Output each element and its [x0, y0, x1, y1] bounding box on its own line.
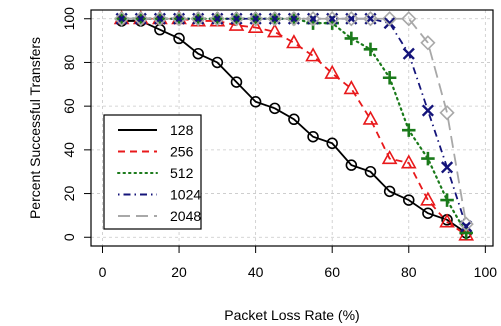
- data-point: [343, 11, 359, 27]
- series-line-256: [121, 17, 467, 236]
- x-tick-label: 100: [474, 264, 498, 280]
- x-tick-label: 20: [171, 264, 187, 280]
- x-tick-label: 80: [401, 264, 417, 280]
- data-point: [249, 96, 262, 108]
- data-point: [133, 11, 149, 27]
- data-point: [383, 185, 396, 198]
- data-point: [458, 216, 474, 232]
- y-tick-label: 100: [61, 7, 77, 31]
- data-point: [192, 47, 204, 60]
- series-markers: [113, 10, 475, 241]
- data-point: [421, 104, 434, 117]
- data-point: [230, 76, 243, 88]
- data-point: [440, 161, 454, 174]
- x-axis-label: Packet Loss Rate (%): [224, 307, 359, 323]
- data-point: [288, 113, 300, 126]
- data-point: [382, 70, 397, 85]
- data-point: [420, 191, 436, 206]
- data-point: [344, 31, 359, 46]
- data-point: [269, 102, 281, 115]
- data-point: [402, 123, 416, 137]
- data-point: [364, 165, 377, 178]
- data-point: [247, 18, 264, 34]
- y-tick-label: 40: [61, 142, 77, 158]
- data-point: [421, 151, 435, 166]
- data-point: [248, 11, 264, 27]
- y-tick-label: 0: [61, 233, 77, 241]
- y-tick-label: 60: [61, 98, 77, 114]
- data-point: [190, 11, 206, 27]
- data-point: [362, 11, 379, 27]
- data-point: [362, 110, 379, 125]
- data-point: [114, 11, 130, 27]
- legend: 128 256 512 1024 2048: [103, 114, 202, 230]
- data-point: [228, 11, 245, 27]
- data-point: [439, 105, 455, 121]
- legend-label: 2048: [170, 208, 201, 224]
- data-point: [324, 64, 341, 79]
- y-tick-label: 20: [61, 186, 77, 202]
- x-tick-label: 0: [99, 264, 107, 280]
- series-markers-128: [115, 15, 472, 239]
- data-point: [439, 213, 455, 228]
- plot-frame: [90, 9, 494, 247]
- data-point: [305, 47, 321, 62]
- data-point: [286, 34, 302, 49]
- legend-label: 256: [170, 144, 194, 160]
- legend-label: 128: [170, 122, 194, 138]
- data-point: [173, 32, 185, 45]
- data-point: [401, 11, 417, 27]
- series-line-128: [121, 20, 467, 234]
- data-point: [460, 220, 473, 233]
- data-point: [459, 226, 473, 240]
- data-point: [209, 11, 225, 27]
- data-point: [383, 17, 396, 30]
- data-point: [171, 11, 187, 27]
- data-point: [402, 47, 415, 60]
- data-point: [211, 56, 224, 69]
- data-point: [307, 130, 319, 143]
- data-point: [228, 16, 245, 31]
- data-point: [286, 11, 302, 27]
- data-point: [363, 42, 378, 57]
- data-point: [267, 11, 283, 27]
- y-tick-label: 80: [61, 54, 77, 70]
- data-point: [345, 159, 358, 171]
- data-point: [326, 137, 338, 150]
- x-tick-label: 60: [324, 264, 340, 280]
- data-point: [440, 193, 454, 207]
- series-markers-2048: [114, 11, 474, 232]
- data-point: [305, 11, 321, 27]
- x-tick-label: 40: [248, 264, 264, 280]
- data-point: [400, 154, 417, 169]
- data-point: [422, 207, 434, 219]
- data-point: [266, 23, 283, 38]
- data-point: [403, 194, 415, 206]
- data-point: [381, 149, 398, 165]
- axes: 0 20 40 60 80 100 0 20 40 60 80 100: [61, 7, 497, 280]
- data-point: [152, 11, 168, 27]
- data-point: [420, 35, 436, 51]
- legend-label: 512: [170, 165, 194, 181]
- data-point: [382, 11, 398, 27]
- data-point: [324, 11, 340, 27]
- y-axis-label: Percent Successful Transfers: [27, 37, 43, 219]
- legend-label: 1024: [170, 187, 201, 203]
- data-point: [343, 80, 360, 95]
